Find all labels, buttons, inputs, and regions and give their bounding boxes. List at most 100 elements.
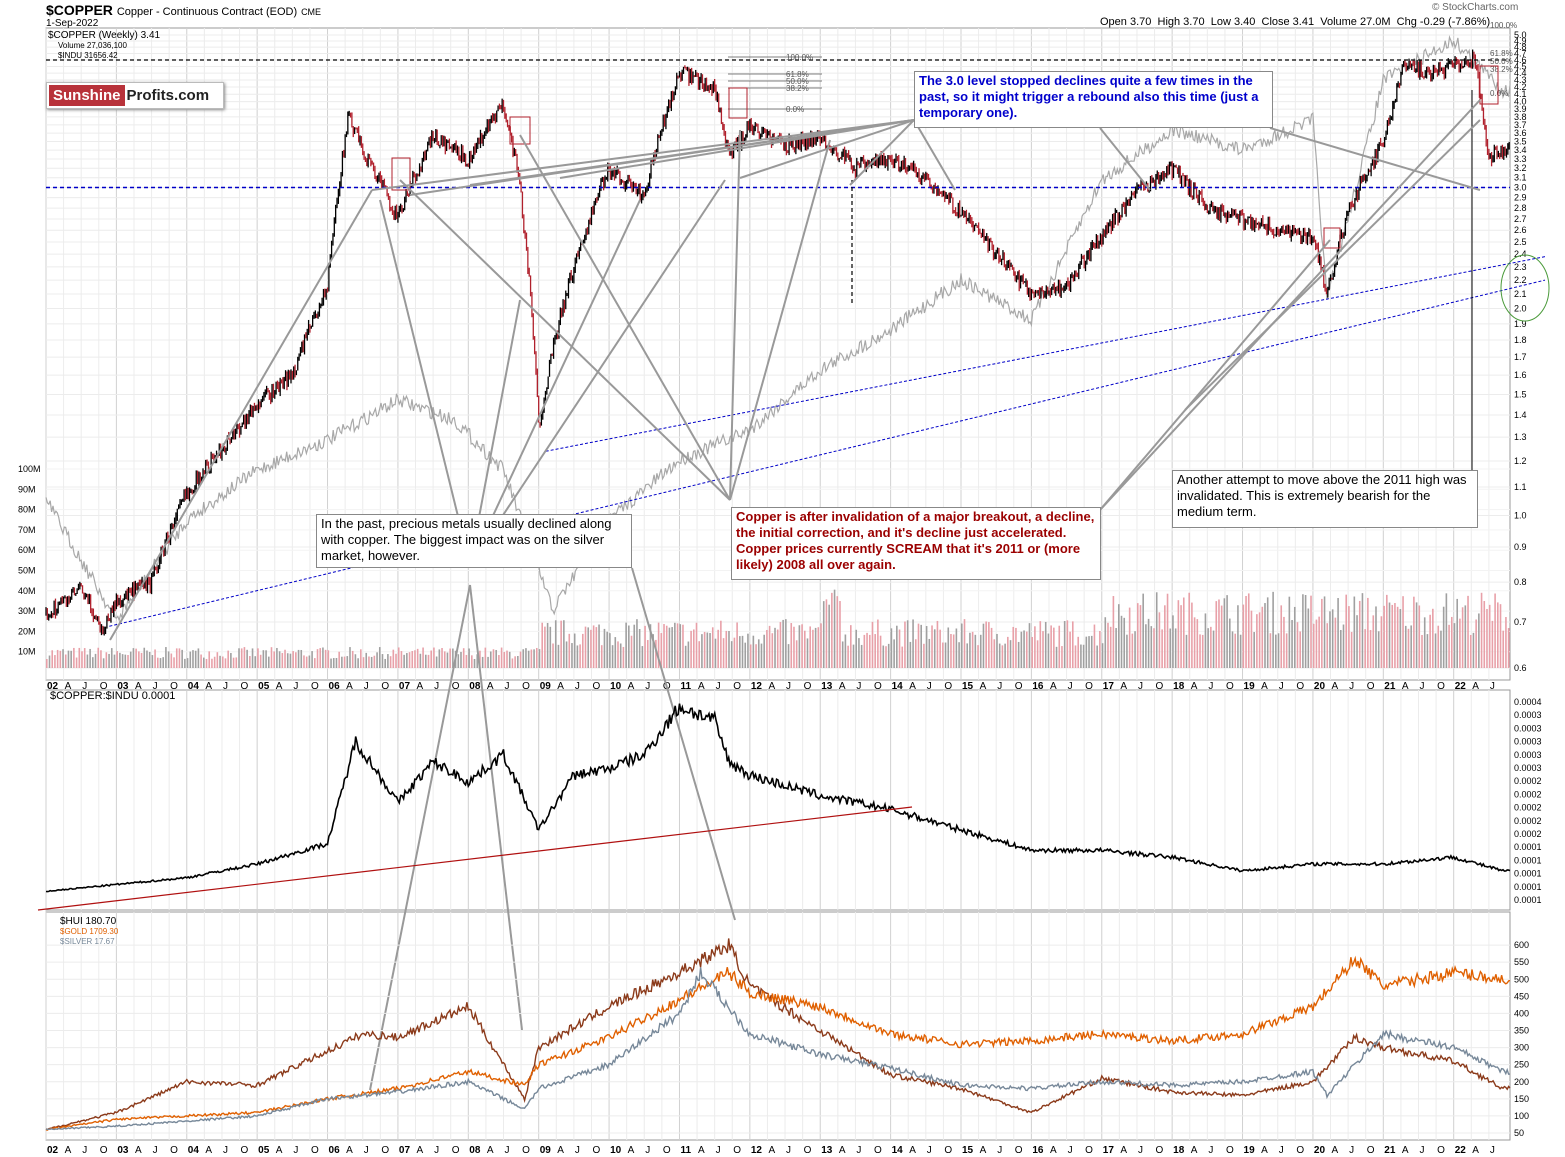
volume-bar bbox=[435, 656, 438, 668]
y-tick-label: 3.7 bbox=[1514, 120, 1527, 130]
volume-bar bbox=[1044, 621, 1047, 668]
x-tick-label: J bbox=[645, 681, 650, 692]
annotation-connector bbox=[1099, 127, 1151, 191]
x-tick-label: J bbox=[1138, 1145, 1143, 1156]
volume-bar bbox=[1337, 598, 1339, 668]
y-tick-label: 2.6 bbox=[1514, 225, 1527, 235]
volume-bar bbox=[1494, 593, 1496, 668]
indu-line bbox=[45, 34, 1511, 623]
volume-bar bbox=[1280, 605, 1283, 668]
volume-bar bbox=[216, 652, 219, 668]
x-tick-label: J bbox=[153, 1145, 158, 1156]
volume-bar bbox=[227, 650, 229, 668]
volume-bar bbox=[990, 627, 993, 668]
x-tick-label: 04 bbox=[188, 681, 200, 692]
ratio-y-tick: 0.0002 bbox=[1514, 789, 1542, 799]
fib-label: 100.0% bbox=[1490, 21, 1517, 30]
fib-label: 0.0% bbox=[1490, 89, 1508, 98]
x-tick-label: 14 bbox=[892, 1145, 904, 1156]
x-tick-label: A bbox=[628, 1145, 635, 1156]
volume-bar bbox=[1012, 626, 1015, 668]
x-tick-label: A bbox=[205, 1145, 212, 1156]
high-value: High 3.70 bbox=[1157, 16, 1205, 28]
volume-bar bbox=[243, 647, 246, 668]
volume-bar bbox=[1196, 619, 1199, 668]
x-tick-label: A bbox=[1472, 681, 1479, 692]
volume-bar bbox=[749, 644, 752, 668]
x-tick-label: O bbox=[1437, 1145, 1445, 1156]
volume-bar bbox=[896, 625, 898, 668]
volume-bar bbox=[1085, 636, 1088, 668]
x-tick-label: A bbox=[135, 681, 142, 692]
volume-bar bbox=[576, 645, 579, 668]
volume-bar bbox=[682, 624, 684, 668]
y-tick-label: 3.2 bbox=[1514, 163, 1527, 173]
volume-bar bbox=[419, 653, 422, 668]
volume-bar bbox=[154, 649, 156, 668]
volume-bar bbox=[1229, 618, 1231, 668]
x-tick-label: A bbox=[417, 1145, 424, 1156]
volume-bar bbox=[785, 619, 787, 668]
volume-bar bbox=[914, 639, 917, 668]
volume-bar bbox=[1329, 611, 1331, 668]
x-tick-label: A bbox=[65, 1145, 72, 1156]
volume-bar bbox=[963, 619, 966, 668]
volume-bar bbox=[646, 640, 649, 668]
volume-bar bbox=[257, 648, 259, 668]
volume-bar bbox=[701, 634, 703, 668]
x-tick-label: 11 bbox=[680, 1145, 691, 1156]
x-tick-label: A bbox=[980, 681, 987, 692]
volume-bar bbox=[579, 644, 581, 668]
x-tick-label: O bbox=[1296, 681, 1304, 692]
volume-bar bbox=[887, 643, 890, 668]
volume-bar bbox=[598, 624, 600, 668]
volume-bar bbox=[460, 651, 462, 668]
fib-label: 38.2% bbox=[786, 84, 809, 93]
volume-bar bbox=[1440, 630, 1442, 668]
volume-bar bbox=[912, 619, 914, 668]
volume-bar bbox=[1402, 596, 1404, 668]
bottom-y-tick: 550 bbox=[1514, 957, 1529, 967]
volume-bar bbox=[1383, 605, 1385, 668]
volume-bar bbox=[1277, 633, 1280, 668]
x-tick-label: 06 bbox=[329, 1145, 341, 1156]
volume-bar bbox=[192, 650, 194, 668]
volume-bar bbox=[841, 641, 844, 668]
volume-bar bbox=[173, 657, 175, 668]
volume-bar bbox=[1291, 620, 1293, 668]
volume-bar bbox=[1312, 623, 1315, 668]
highlight-box bbox=[1323, 227, 1341, 249]
volume-bar bbox=[330, 658, 332, 668]
volume-bar bbox=[998, 643, 1001, 668]
volume-bar bbox=[1315, 619, 1318, 668]
volume-bar bbox=[1407, 628, 1410, 668]
volume-bar bbox=[1480, 592, 1483, 668]
volume-bar bbox=[660, 633, 663, 668]
volume-bar bbox=[508, 651, 511, 668]
volume-bar bbox=[714, 638, 717, 668]
volume-bar bbox=[933, 629, 936, 668]
volume-bar bbox=[1258, 612, 1261, 668]
volume-bar bbox=[1193, 617, 1196, 668]
y-tick-label: 3.1 bbox=[1514, 173, 1527, 183]
bottom-y-tick: 450 bbox=[1514, 991, 1529, 1001]
x-tick-label: A bbox=[698, 681, 705, 692]
volume-bar bbox=[246, 649, 248, 668]
ratio-y-tick: 0.0003 bbox=[1514, 750, 1542, 760]
volume-bar bbox=[284, 649, 286, 668]
volume-bar bbox=[414, 650, 416, 668]
x-tick-label: J bbox=[575, 681, 580, 692]
volume-bar bbox=[1323, 596, 1326, 668]
x-tick-label: J bbox=[716, 681, 721, 692]
volume-bar bbox=[828, 604, 830, 668]
volume-bar bbox=[373, 655, 376, 668]
x-tick-label: J bbox=[1138, 681, 1143, 692]
y-tick-label: 1.1 bbox=[1514, 482, 1527, 492]
volume-bar bbox=[1231, 631, 1234, 668]
x-tick-label: 13 bbox=[821, 1145, 833, 1156]
volume-bar bbox=[1399, 609, 1402, 668]
volume-bar bbox=[817, 627, 820, 668]
volume-bar bbox=[308, 655, 311, 668]
volume-bar bbox=[1009, 640, 1012, 668]
annotation-connector bbox=[631, 567, 736, 921]
